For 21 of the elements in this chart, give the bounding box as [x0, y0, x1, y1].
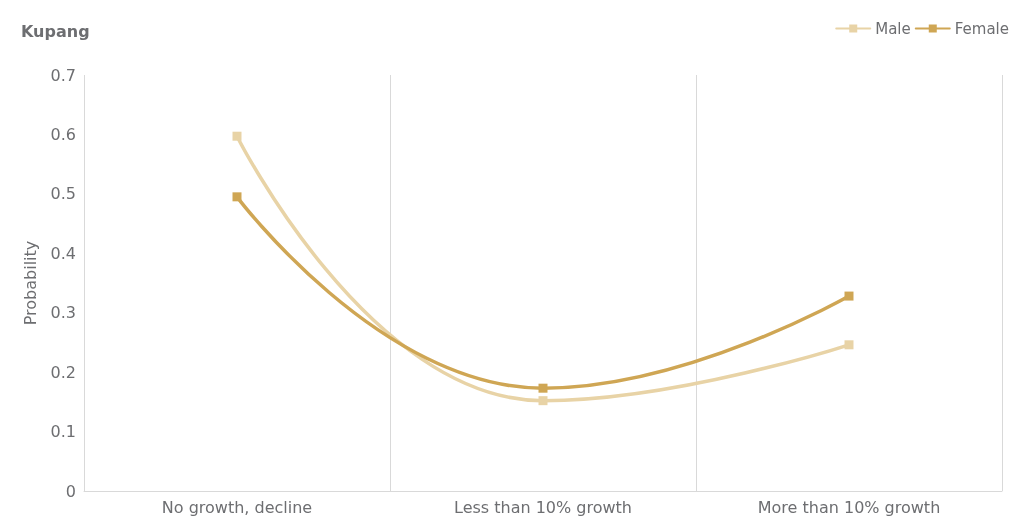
legend-label: Female	[954, 19, 1010, 38]
y-tick-label: 0.4	[50, 243, 76, 263]
point	[844, 291, 854, 301]
x-tick-label: Less than 10% growth	[454, 497, 632, 517]
point	[844, 340, 854, 350]
point	[232, 192, 242, 202]
y-tick-label: 0.3	[50, 303, 76, 323]
point	[232, 131, 242, 141]
point	[538, 383, 548, 393]
y-tick-label: 0.1	[50, 422, 76, 442]
legend-label: Male	[875, 19, 911, 38]
point	[538, 396, 548, 406]
y-tick-label: 0	[65, 481, 76, 501]
y-tick-label: 0.2	[50, 362, 76, 382]
x-tick-label: More than 10% growth	[757, 497, 941, 517]
chart-title: Kupang	[21, 21, 90, 41]
y-tick-label: 0.6	[50, 124, 76, 144]
x-tick-label: No growth, decline	[161, 497, 313, 517]
y-axis-title: Probability	[20, 240, 40, 326]
y-tick-label: 0.5	[50, 184, 76, 204]
y-tick-label: 0.7	[50, 65, 76, 85]
